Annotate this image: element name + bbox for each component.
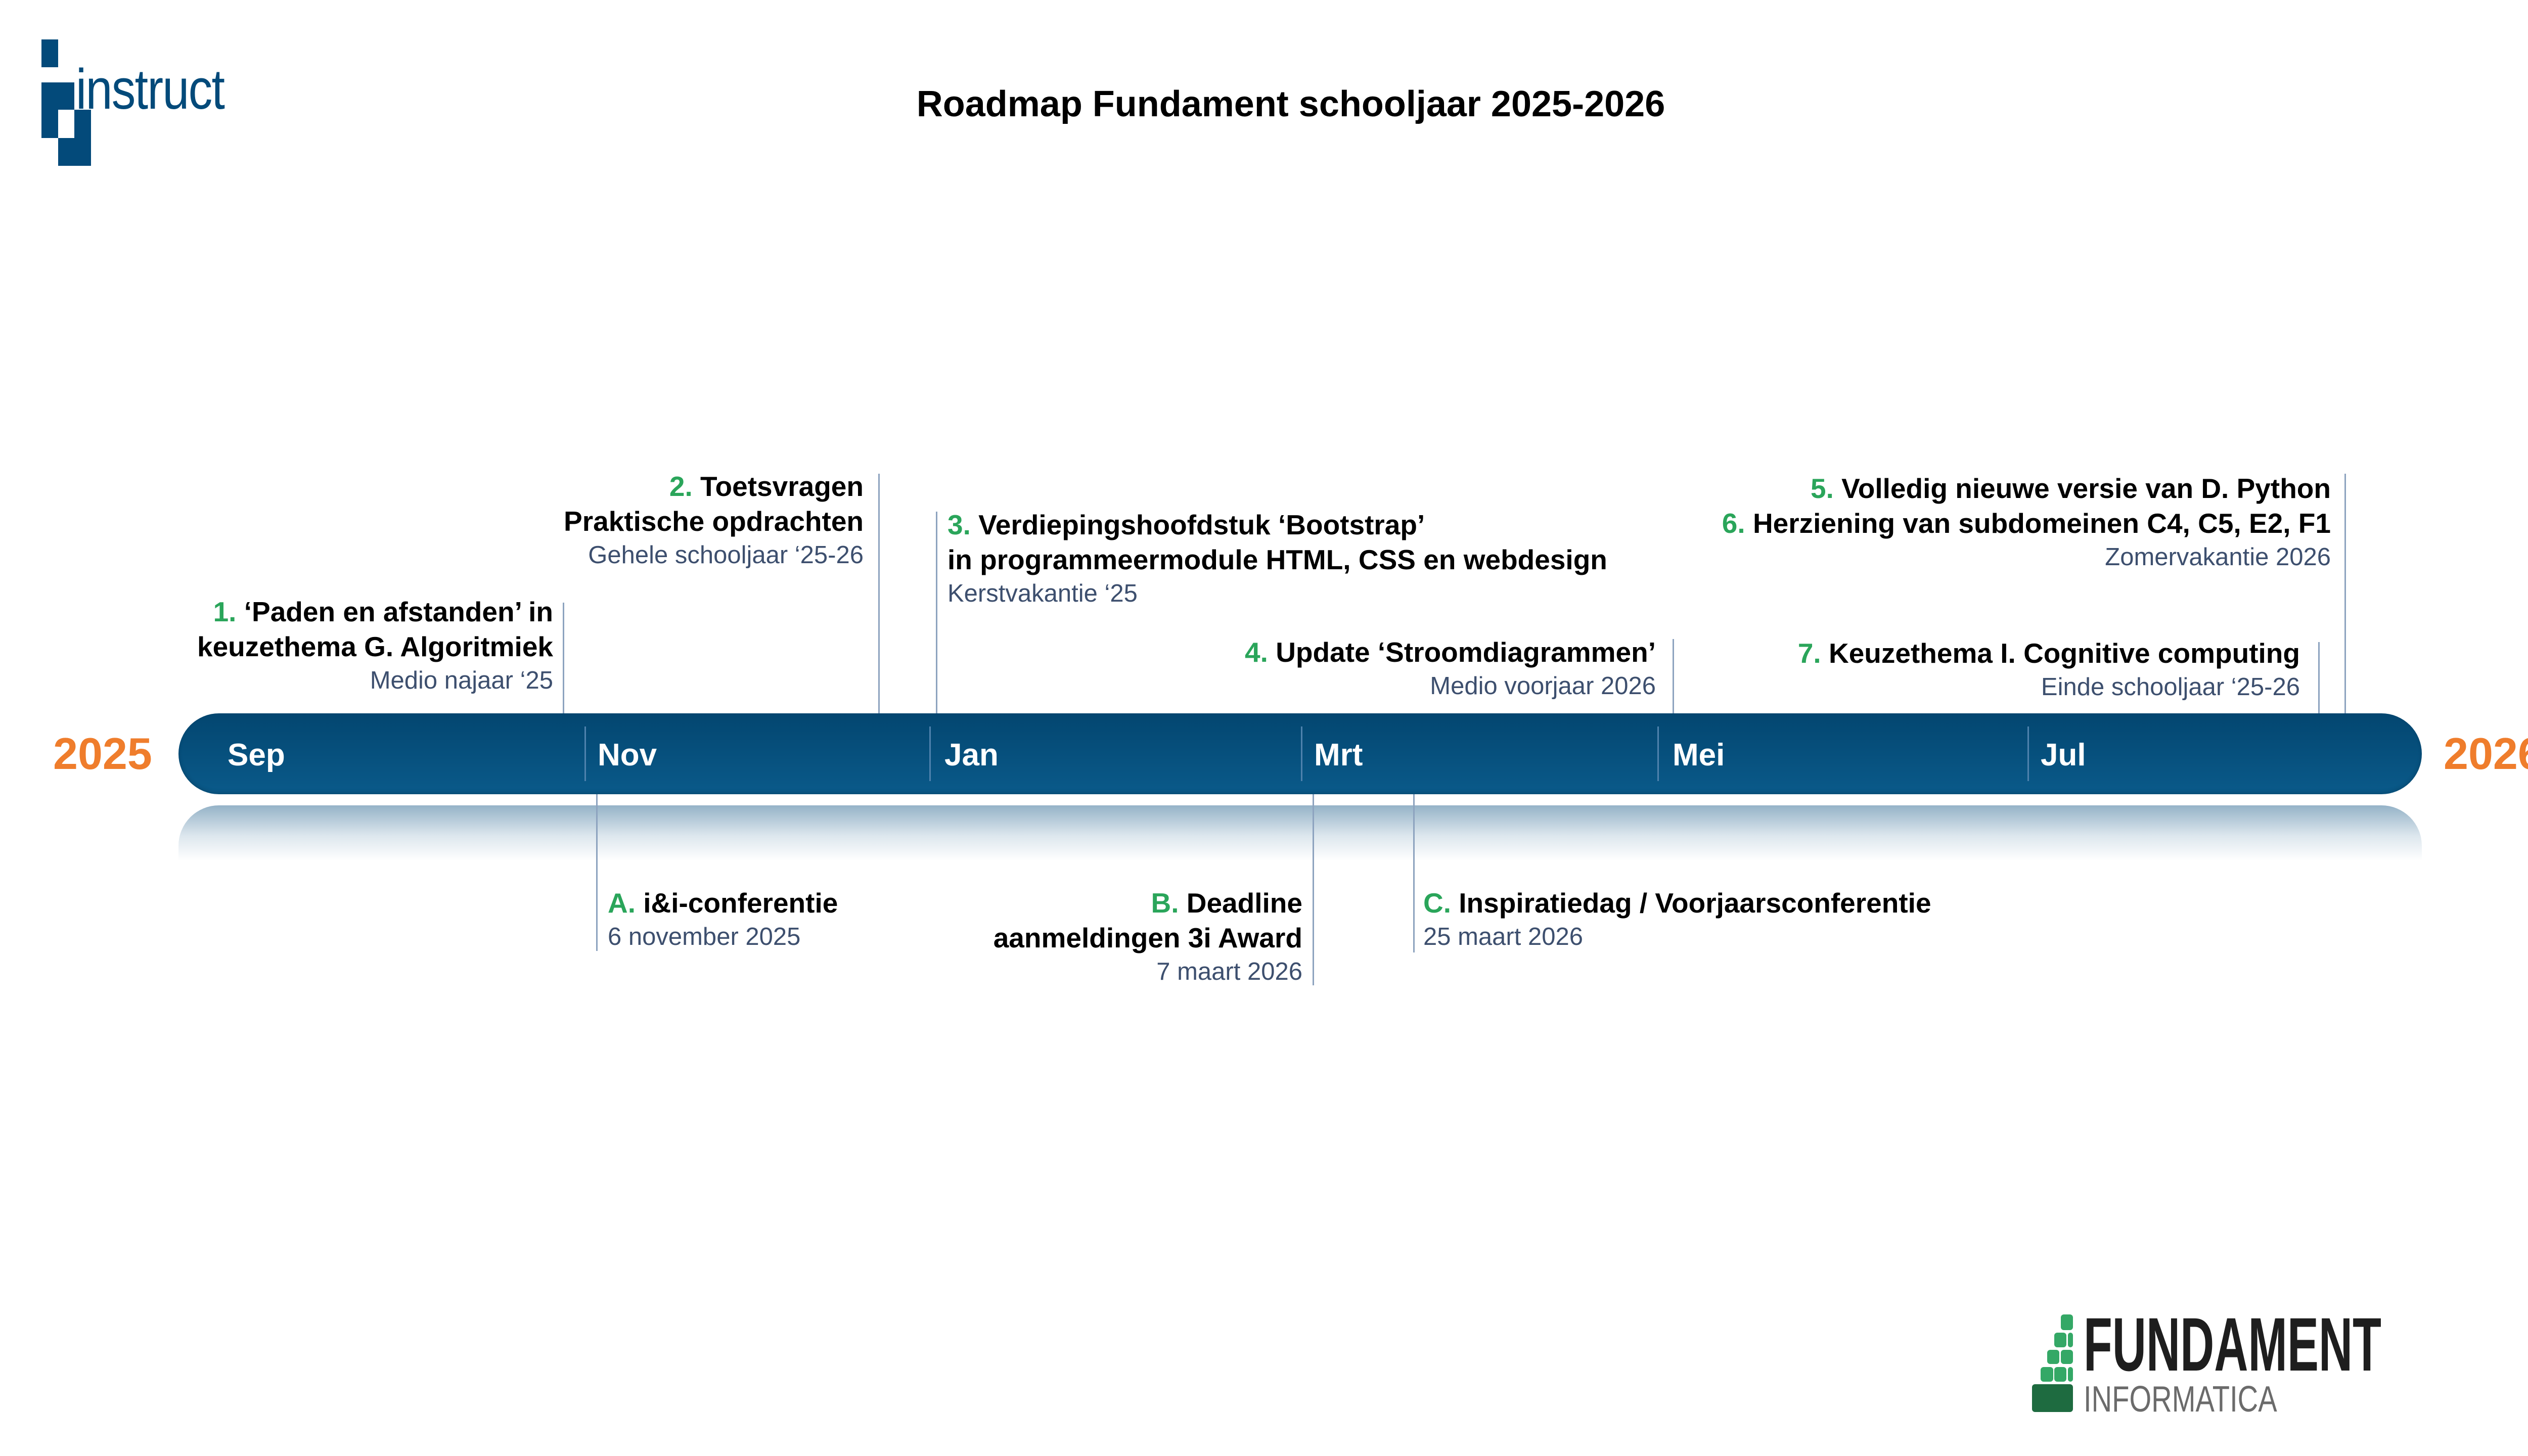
milestone-7: 7. Keuzethema I. Cognitive computing Ein…	[1798, 636, 2300, 703]
event-letter: B.	[1151, 887, 1179, 919]
month-divider	[2027, 726, 2029, 781]
event-c: C. Inspiratiedag / Voorjaarsconferentie …	[1423, 886, 1931, 953]
connector-a	[596, 794, 598, 951]
logo-brick	[2054, 1367, 2066, 1382]
milestone-title: Update ‘Stroomdiagrammen’	[1276, 636, 1656, 668]
event-b: B. Deadline aanmeldingen 3i Award 7 maar…	[994, 886, 1302, 988]
milestone-2: 2. Toetsvragen Praktische opdrachten Geh…	[564, 469, 864, 571]
event-letter: A.	[608, 887, 636, 919]
page-title: Roadmap Fundament schooljaar 2025-2026	[916, 84, 1665, 124]
month-mrt: Mrt	[1314, 738, 1363, 772]
milestone-number: 7.	[1797, 638, 1821, 669]
milestone-title: Herziening van subdomeinen C4, C5, E2, F…	[1752, 508, 2331, 539]
connector-7	[2318, 642, 2320, 713]
connector-5-6	[2344, 474, 2346, 713]
milestone-date: Zomervakantie 2026	[2105, 543, 2331, 571]
event-a: A. i&i-conferentie 6 november 2025	[608, 886, 838, 953]
timeline-reflection	[178, 805, 2422, 861]
event-date: 7 maart 2026	[1156, 958, 1302, 985]
milestone-number: 2.	[669, 471, 693, 502]
logo-brick	[2041, 1367, 2053, 1382]
logo-brick	[2047, 1350, 2059, 1364]
milestone-title: Keuzethema I. Cognitive computing	[1828, 638, 2300, 669]
month-jul: Jul	[2041, 738, 2086, 772]
milestone-5-6: 5. Volledig nieuwe versie van D. Python …	[1722, 471, 2331, 573]
month-mei: Mei	[1673, 738, 1725, 772]
milestone-date: Einde schooljaar ‘25-26	[2041, 673, 2300, 701]
logo-brick	[2061, 1350, 2073, 1364]
logo-base-brick	[2032, 1384, 2073, 1412]
milestone-title: Volledig nieuwe versie van D. Python	[1841, 473, 2331, 504]
month-nov: Nov	[598, 738, 657, 772]
logo-brick	[2068, 1367, 2073, 1382]
instruct-logo-text: instruct	[76, 58, 225, 121]
event-title: Inspiratiedag / Voorjaarsconferentie	[1459, 887, 1931, 919]
month-divider	[1301, 726, 1302, 781]
milestone-date: Medio voorjaar 2026	[1430, 672, 1656, 700]
milestone-title: in programmeermodule HTML, CSS en webdes…	[947, 544, 1607, 575]
connector-b	[1313, 794, 1314, 985]
month-divider	[929, 726, 931, 781]
milestone-title: Toetsvragen	[700, 471, 864, 502]
milestone-date: Gehele schooljaar ‘25-26	[588, 541, 864, 569]
milestone-title: keuzethema G. Algoritmiek	[197, 631, 553, 662]
informatica-logo-text: INFORMATICA	[2084, 1379, 2277, 1420]
month-sep: Sep	[228, 738, 285, 772]
logo-brick	[2054, 1333, 2066, 1347]
end-year: 2026	[2444, 729, 2528, 779]
month-jan: Jan	[944, 738, 999, 772]
connector-c	[1413, 794, 1415, 952]
start-year: 2025	[53, 729, 152, 779]
milestone-title: Verdiepingshoofdstuk ‘Bootstrap’	[978, 509, 1425, 540]
event-letter: C.	[1423, 887, 1451, 919]
milestone-number: 1.	[213, 596, 237, 627]
event-title: aanmeldingen 3i Award	[993, 922, 1302, 953]
logo-square	[41, 39, 58, 67]
milestone-date: Medio najaar ‘25	[370, 667, 553, 694]
month-divider	[1657, 726, 1659, 781]
milestone-number: 3.	[947, 509, 971, 540]
connector-1	[563, 603, 564, 713]
connector-2	[878, 474, 880, 713]
connector-3	[936, 512, 937, 713]
connector-4	[1673, 639, 1674, 713]
logo-gap	[58, 110, 74, 138]
event-title: i&i-conferentie	[643, 887, 838, 919]
milestone-3: 3. Verdiepingshoofdstuk ‘Bootstrap’ in p…	[947, 508, 1607, 610]
event-title: Deadline	[1186, 887, 1302, 919]
milestone-date: Kerstvakantie ‘25	[947, 580, 1138, 607]
month-divider	[584, 726, 586, 781]
milestone-1: 1. ‘Paden en afstanden’ in keuzethema G.…	[197, 595, 553, 697]
fundament-logo-text: FUNDAMENT	[2084, 1302, 2381, 1387]
milestone-title: Praktische opdrachten	[564, 506, 864, 537]
milestone-title: ‘Paden en afstanden’ in	[244, 596, 553, 627]
timeline-bar	[178, 713, 2422, 794]
event-date: 25 maart 2026	[1423, 923, 1583, 950]
logo-brick	[2068, 1333, 2073, 1347]
milestone-4: 4. Update ‘Stroomdiagrammen’ Medio voorj…	[1245, 635, 1656, 702]
milestone-number: 5.	[1810, 473, 1834, 504]
logo-brick	[2061, 1314, 2073, 1330]
event-date: 6 november 2025	[608, 923, 801, 950]
milestone-number: 4.	[1245, 636, 1268, 668]
milestone-number: 6.	[1722, 508, 1745, 539]
